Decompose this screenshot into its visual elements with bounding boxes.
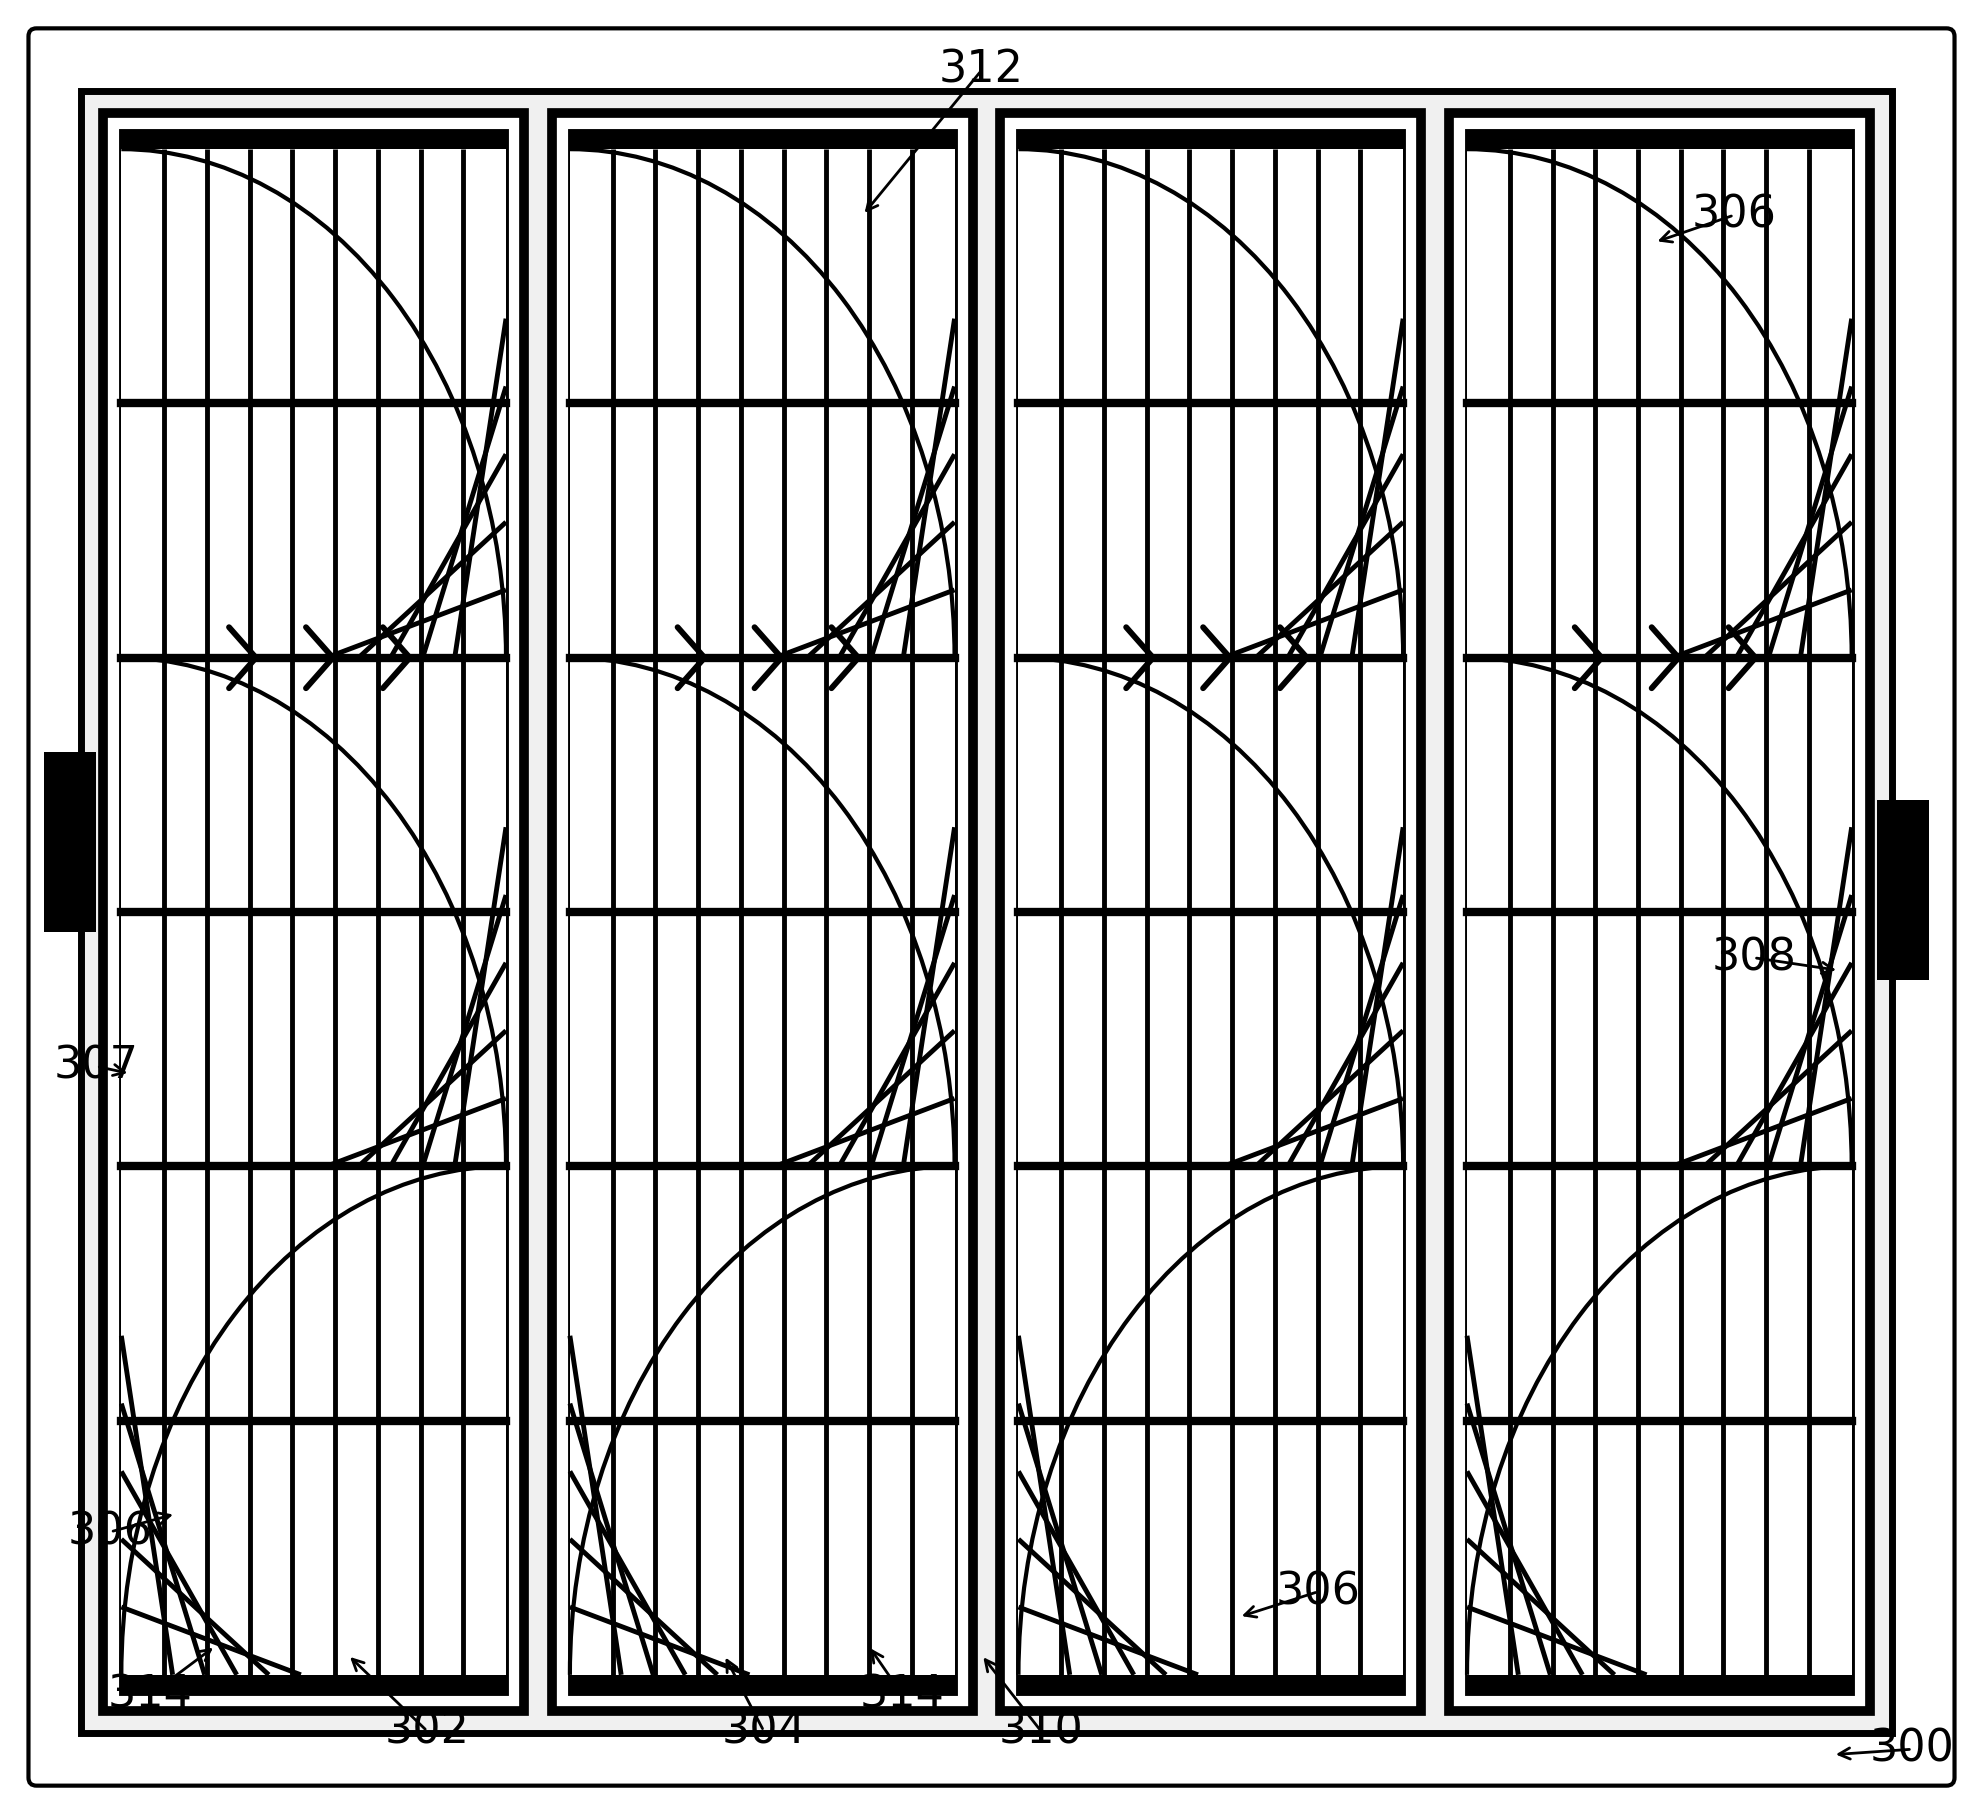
Bar: [121, 131, 505, 1692]
Bar: [569, 131, 953, 149]
Bar: [569, 149, 953, 658]
Bar: [121, 658, 505, 1166]
Bar: [1467, 1674, 1851, 1692]
Text: 308: 308: [1710, 936, 1796, 980]
Bar: [1019, 131, 1403, 149]
Bar: [569, 658, 953, 1166]
Text: 306: 306: [1691, 194, 1776, 236]
Bar: [1467, 658, 1851, 1166]
Bar: [569, 131, 953, 1692]
Bar: [1449, 112, 1869, 1711]
Bar: [1019, 149, 1403, 658]
Text: 310: 310: [999, 1709, 1082, 1752]
Bar: [121, 149, 505, 658]
Text: 307: 307: [54, 1045, 139, 1088]
Bar: [569, 1166, 953, 1674]
Bar: [44, 753, 97, 932]
Bar: [1019, 658, 1403, 1166]
Bar: [1001, 112, 1421, 1711]
Bar: [121, 1674, 505, 1692]
Bar: [1019, 1166, 1403, 1674]
Bar: [1875, 800, 1928, 980]
Bar: [121, 1166, 505, 1674]
Text: 302: 302: [385, 1709, 470, 1752]
Bar: [551, 112, 971, 1711]
Text: 312: 312: [939, 49, 1023, 93]
Bar: [569, 1674, 953, 1692]
Bar: [1467, 149, 1851, 658]
Bar: [103, 112, 523, 1711]
Bar: [1019, 1674, 1403, 1692]
Text: 314: 314: [860, 1673, 943, 1716]
Text: 304: 304: [721, 1709, 807, 1752]
Bar: [121, 131, 505, 149]
Text: 306: 306: [67, 1511, 153, 1553]
Bar: [1467, 1166, 1851, 1674]
Bar: [1019, 131, 1403, 1692]
Bar: [1467, 131, 1851, 149]
Text: 306: 306: [1274, 1571, 1360, 1613]
Text: 300: 300: [1869, 1727, 1954, 1770]
Text: 314: 314: [107, 1673, 192, 1716]
FancyBboxPatch shape: [28, 29, 1954, 1785]
Bar: [1467, 131, 1851, 1692]
